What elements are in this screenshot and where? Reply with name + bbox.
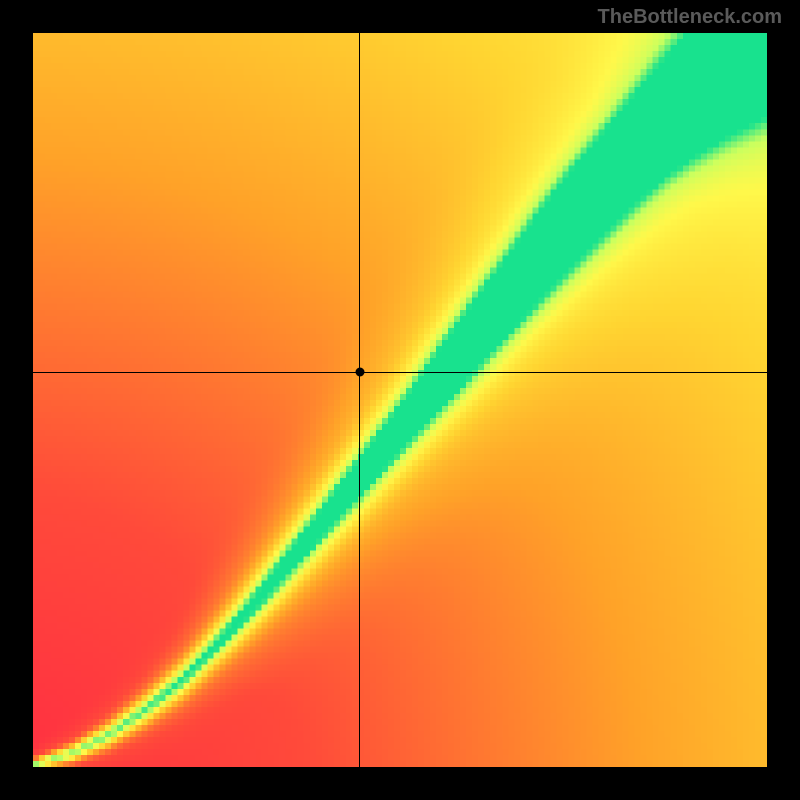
watermark-text: TheBottleneck.com [598, 6, 782, 29]
crosshair-vertical [359, 33, 360, 767]
heatmap-canvas [33, 33, 767, 767]
crosshair-horizontal [33, 372, 767, 373]
heatmap-plot [33, 33, 767, 767]
crosshair-marker [355, 368, 364, 377]
